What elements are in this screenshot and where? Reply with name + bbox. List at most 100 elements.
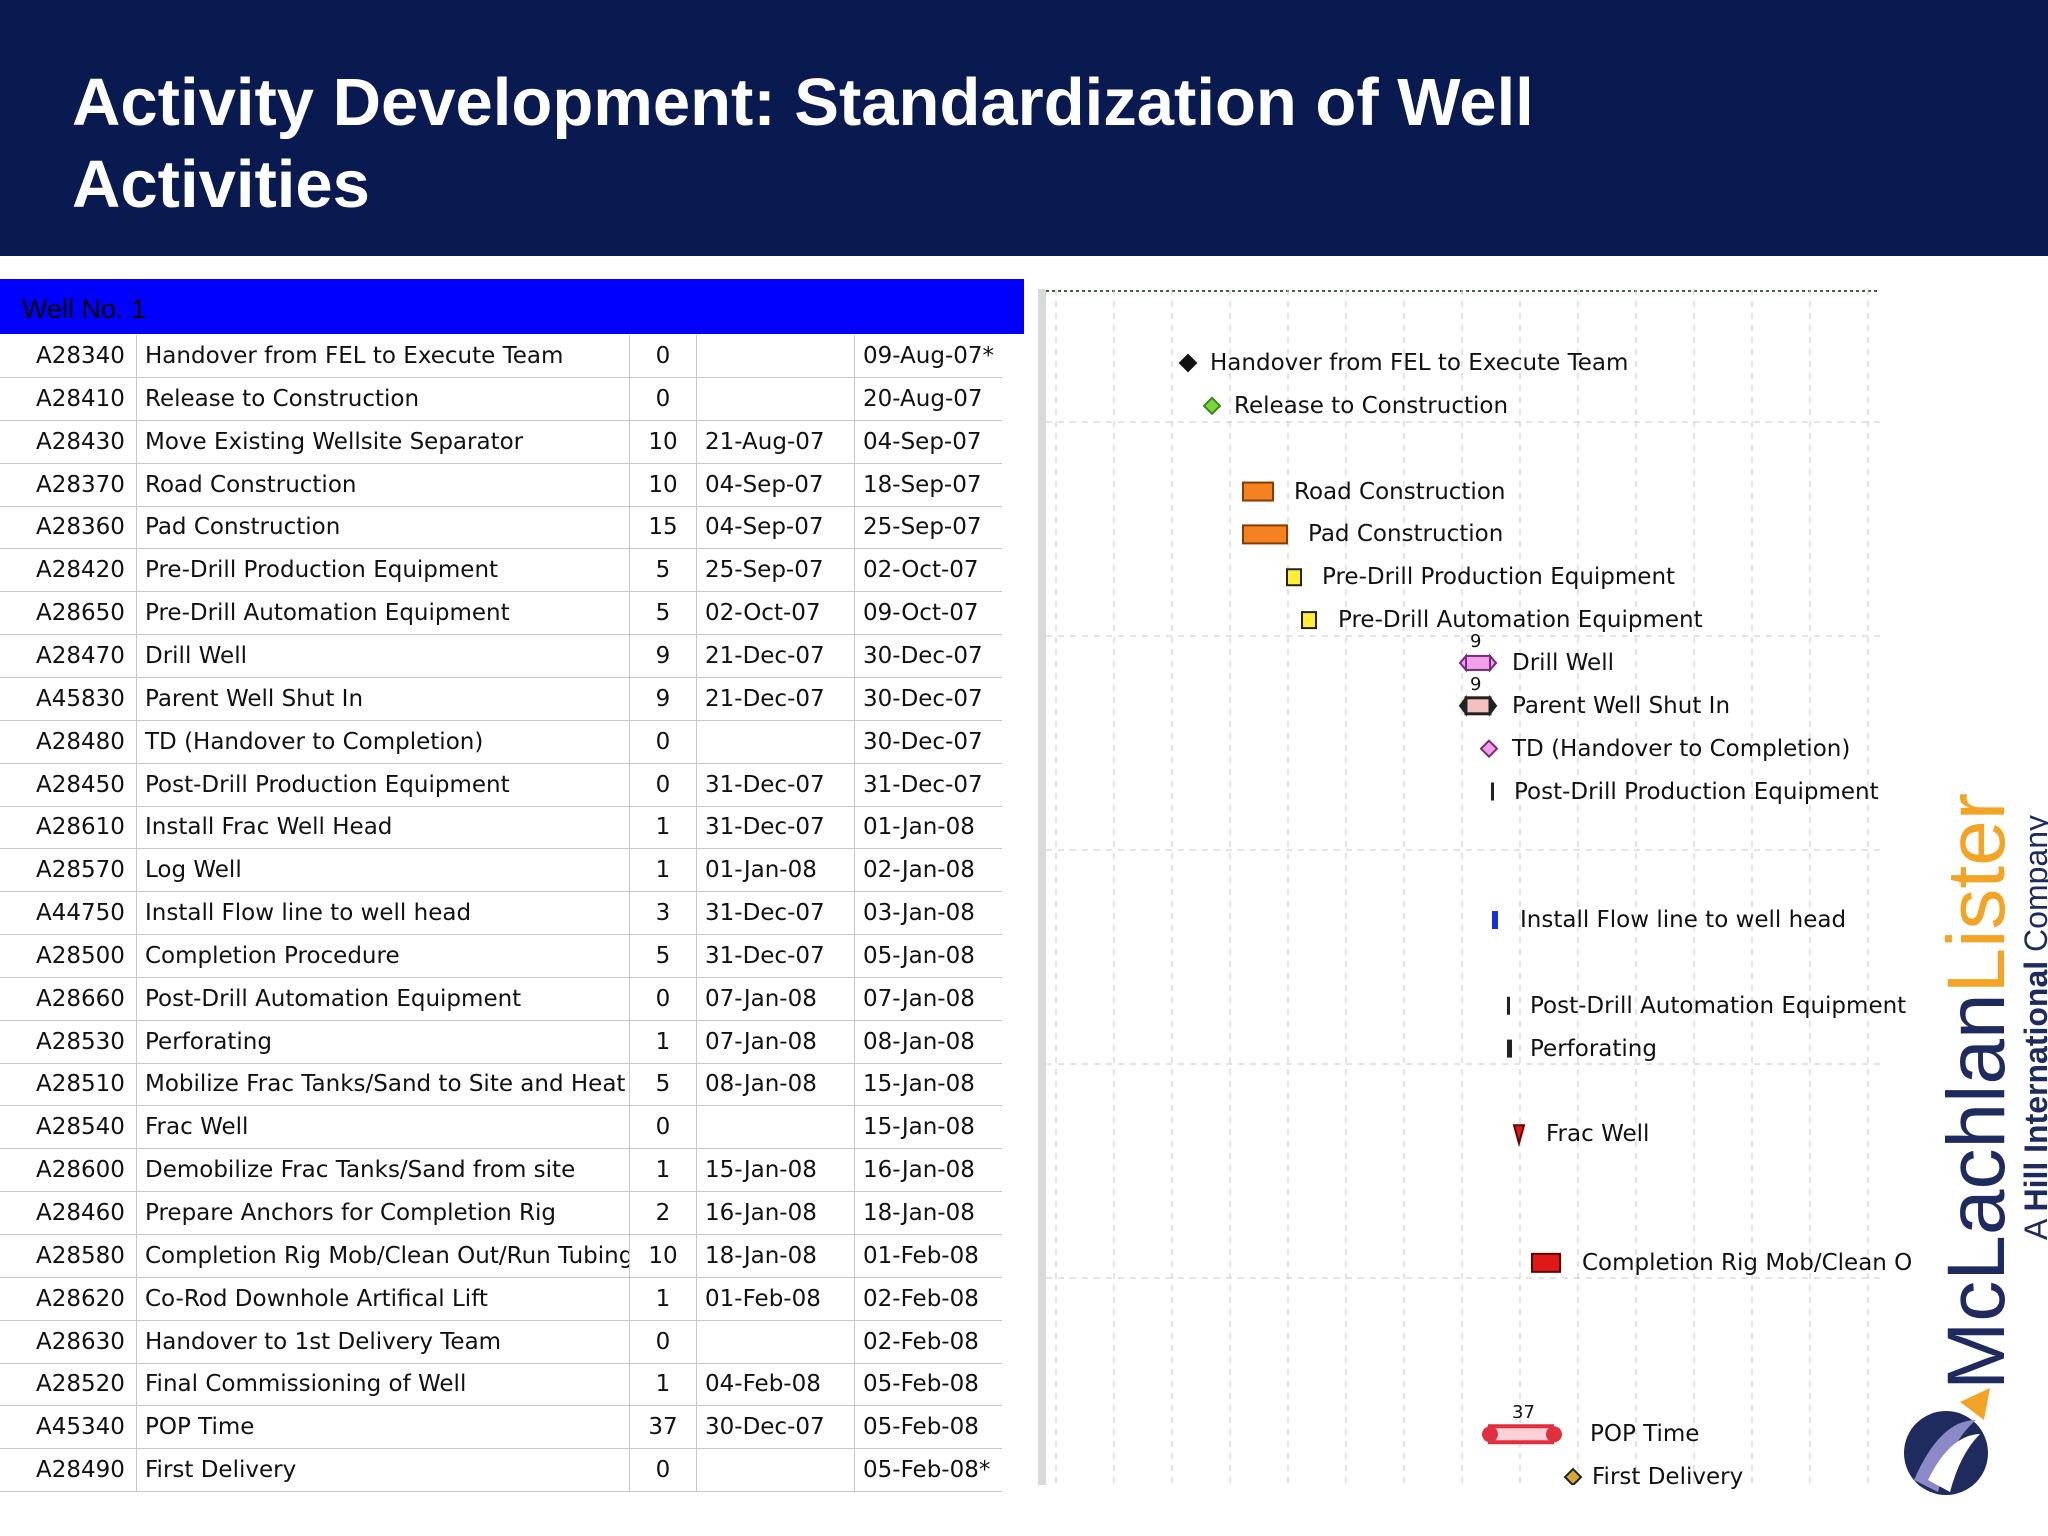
milestone-handover-fel[interactable]: [1178, 353, 1198, 373]
milestone-release-construction[interactable]: [1202, 396, 1222, 416]
table-row[interactable]: A28420 Pre-Drill Production Equipment 5 25-…: [0, 549, 1002, 593]
table-row[interactable]: A28650 Pre-Drill Automation Equipment 5 02-…: [0, 592, 1002, 636]
bar-perforating[interactable]: [1507, 1039, 1512, 1058]
table-row[interactable]: A28520 Final Commissioning of Well 1 04-Feb…: [0, 1363, 1002, 1407]
table-row[interactable]: A28530 Perforating 1 07-Jan-08 08-Jan-08: [0, 1020, 1002, 1064]
slide-header: Activity Development: Standardization of…: [0, 0, 2048, 256]
split-bar[interactable]: [1038, 289, 1046, 1485]
bar-predrill-production[interactable]: [1286, 568, 1302, 587]
activity-table: Well No. 1 A28340 Handover from FEL to Ex…: [0, 279, 1024, 1493]
table-row[interactable]: A28370 Road Construction 10 04-Sep-07 18-Sep…: [0, 463, 1002, 507]
bar-parent-well-shut-in-end-cap[interactable]: [1489, 694, 1498, 717]
start-date-cell: 15-Jan-08: [697, 1149, 855, 1192]
finish-date-cell: 02-Oct-07: [863, 557, 979, 584]
table-row[interactable]: A28660 Post-Drill Automation Equipment 0 07…: [0, 977, 1002, 1021]
company-logo: [1880, 780, 2048, 1500]
table-row[interactable]: A28620 Co-Rod Downhole Artifical Lift 1 01-…: [0, 1277, 1002, 1321]
gantt-label: First Delivery: [1592, 1464, 1744, 1491]
bar-drill-well-start-cap[interactable]: [1458, 653, 1467, 673]
table-row[interactable]: A28540 Frac Well 0 15-Jan-08: [0, 1106, 1002, 1150]
activity-name-cell: Co-Rod Downhole Artifical Lift: [137, 1277, 630, 1320]
start-date-cell: 21-Dec-07: [697, 634, 855, 677]
table-row[interactable]: A28470 Drill Well 9 21-Dec-07 30-Dec-07: [0, 634, 1002, 678]
logo-tagline: A Hill International Company: [2018, 815, 2048, 1240]
bar-drill-well-end-cap[interactable]: [1489, 653, 1498, 673]
bar-completion-rig[interactable]: [1531, 1252, 1561, 1273]
duration-cell: 9: [630, 634, 697, 677]
bar-pop-time-start-cap[interactable]: [1482, 1426, 1498, 1443]
activity-id-cell: A28510: [0, 1063, 137, 1106]
finish-date-cell: 30-Dec-07: [863, 685, 983, 712]
bar-parent-well-shut-in[interactable]: [1464, 696, 1492, 716]
activity-id-cell: A28410: [0, 377, 137, 420]
activity-name-cell: Road Construction: [137, 463, 630, 506]
finish-date-cell: 03-Jan-08: [863, 900, 975, 927]
activity-name-cell: Pre-Drill Production Equipment: [137, 549, 630, 592]
activity-name-cell: Install Frac Well Head: [137, 806, 630, 849]
gantt-label: Frac Well: [1546, 1121, 1650, 1148]
bar-predrill-automation[interactable]: [1301, 611, 1317, 630]
duration-cell: 15: [630, 506, 697, 549]
gantt-canvas: [1046, 289, 1880, 1485]
bar-postdrill-automation[interactable]: [1507, 996, 1510, 1015]
activity-name-cell: Post-Drill Automation Equipment: [137, 977, 630, 1020]
duration-cell: 0: [630, 1449, 697, 1492]
duration-cell: 1: [630, 1363, 697, 1406]
table-row[interactable]: A28450 Post-Drill Production Equipment 0 31…: [0, 763, 1002, 807]
table-row[interactable]: A28360 Pad Construction 15 04-Sep-07 25-Sep-…: [0, 506, 1002, 550]
table-row[interactable]: A28410 Release to Construction 0 20-Aug-07: [0, 377, 1002, 421]
table-row[interactable]: A28630 Handover to 1st Delivery Team 0 02-F…: [0, 1320, 1002, 1364]
table-row[interactable]: A28430 Move Existing Wellsite Separator 10…: [0, 420, 1002, 464]
start-date-cell: 01-Feb-08: [697, 1277, 855, 1320]
table-row[interactable]: A45830 Parent Well Shut In 9 21-Dec-07 30-De…: [0, 677, 1002, 721]
table-row[interactable]: A28570 Log Well 1 01-Jan-08 02-Jan-08: [0, 849, 1002, 893]
milestone-frac-well[interactable]: [1512, 1124, 1526, 1148]
activity-name-cell: Post-Drill Production Equipment: [137, 763, 630, 806]
bar-road-construction[interactable]: [1242, 481, 1274, 502]
table-row[interactable]: A28510 Mobilize Frac Tanks/Sand to Site a…: [0, 1063, 1002, 1107]
finish-date-cell: 18-Sep-07: [863, 471, 982, 498]
activity-name-cell: First Delivery: [137, 1449, 630, 1492]
milestone-first-delivery[interactable]: [1563, 1467, 1583, 1485]
bar-postdrill-production[interactable]: [1491, 782, 1494, 801]
bar-install-flow-line[interactable]: [1492, 911, 1498, 930]
bar-pop-time-end-cap[interactable]: [1546, 1426, 1562, 1443]
finish-date-cell: 02-Feb-08: [863, 1285, 979, 1312]
table-row[interactable]: A28340 Handover from FEL to Execute Team 0…: [0, 335, 1002, 378]
duration-cell: 10: [630, 463, 697, 506]
table-row[interactable]: A28460 Prepare Anchors for Completion Rig…: [0, 1192, 1002, 1235]
table-row[interactable]: A28480 TD (Handover to Completion) 0 30-Dec…: [0, 720, 1002, 764]
activity-id-cell: A28490: [0, 1449, 137, 1492]
table-row[interactable]: A28490 First Delivery 0 05-Feb-08*: [0, 1449, 1002, 1493]
activity-id-cell: A28500: [0, 934, 137, 977]
gantt-label: Parent Well Shut In: [1512, 692, 1731, 719]
table-row[interactable]: A45340 POP Time 37 30-Dec-07 05-Feb-08: [0, 1406, 1002, 1450]
bar-pad-construction[interactable]: [1242, 524, 1288, 545]
activity-id-cell: A28650: [0, 592, 137, 635]
activity-name-cell: Handover to 1st Delivery Team: [137, 1320, 630, 1363]
slide-title-line2: Activities: [72, 147, 370, 222]
activity-id-cell: A28360: [0, 506, 137, 549]
table-row[interactable]: A44750 Install Flow line to well head 3 31-…: [0, 892, 1002, 936]
table-row[interactable]: A28600 Demobilize Frac Tanks/Sand from si…: [0, 1149, 1002, 1193]
activity-name-cell: Drill Well: [137, 634, 630, 677]
activity-id-cell: A28520: [0, 1363, 137, 1406]
bar-drill-well[interactable]: [1465, 654, 1491, 671]
duration-cell: 3: [630, 892, 697, 935]
logo-tagline-prefix: A: [2018, 1212, 2048, 1240]
bar-pop-time[interactable]: [1488, 1424, 1554, 1445]
start-date-cell: 04-Sep-07: [697, 463, 855, 506]
milestone-td-handover[interactable]: [1479, 739, 1499, 759]
start-date-cell: [697, 1449, 855, 1492]
activity-id-cell: A28530: [0, 1020, 137, 1063]
bar-parent-well-shut-in-start-cap[interactable]: [1458, 694, 1467, 717]
start-date-cell: 02-Oct-07: [697, 592, 855, 635]
activity-name-cell: Prepare Anchors for Completion Rig: [137, 1192, 630, 1234]
table-row[interactable]: A28500 Completion Procedure 5 31-Dec-07 05-J…: [0, 934, 1002, 978]
start-date-cell: 01-Jan-08: [697, 849, 855, 892]
start-date-cell: 04-Feb-08: [697, 1363, 855, 1406]
table-row[interactable]: A28610 Install Frac Well Head 1 31-Dec-07 01…: [0, 806, 1002, 850]
activity-name-cell: Perforating: [137, 1020, 630, 1063]
table-row[interactable]: A28580 Completion Rig Mob/Clean Out/Run T…: [0, 1234, 1002, 1278]
well-group-header[interactable]: Well No. 1: [0, 279, 1024, 334]
